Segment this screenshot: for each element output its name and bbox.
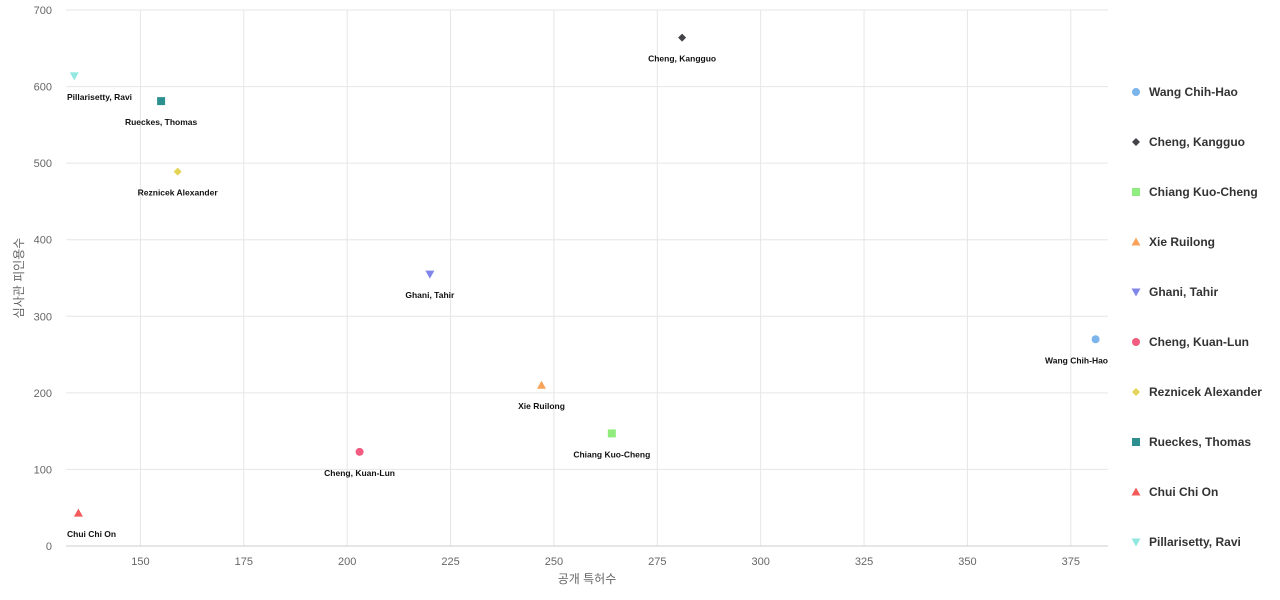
legend-label-reznicek-alexander: Reznicek Alexander: [1149, 385, 1262, 399]
legend-label-cheng-kangguo: Cheng, Kangguo: [1149, 135, 1245, 149]
x-tick-label: 350: [958, 556, 976, 568]
grid: [66, 9, 1108, 546]
point-cheng-kangguo: [678, 33, 687, 42]
legend-marker-reznicek-alexander: [1132, 388, 1140, 396]
legend-item-wang-chih-hao[interactable]: Wang Chih-Hao: [1132, 85, 1238, 99]
y-tick-label: 200: [34, 388, 52, 400]
legend-label-xie-ruilong: Xie Ruilong: [1149, 235, 1215, 249]
point-label-xie-ruilong: Xie Ruilong: [518, 401, 565, 411]
legend-item-ghani-tahir[interactable]: Ghani, Tahir: [1131, 285, 1219, 299]
point-label-chiang-kuo-cheng: Chiang Kuo-Cheng: [573, 449, 650, 459]
x-tick-label: 250: [545, 556, 563, 568]
point-xie-ruilong: [537, 380, 547, 389]
legend-item-reznicek-alexander[interactable]: Reznicek Alexander: [1132, 385, 1262, 399]
point-label-cheng-kangguo: Cheng, Kangguo: [648, 54, 716, 64]
point-pillarisetty-ravi: [69, 72, 79, 81]
legend-marker-pillarisetty-ravi: [1131, 538, 1141, 547]
point-rueckes-thomas: [157, 97, 166, 106]
y-tick-label: 600: [34, 82, 52, 94]
legend-marker-cheng-kuan-lun: [1132, 338, 1140, 346]
y-axis-ticks: 0 100 200 300 400 500 600 700: [34, 5, 52, 553]
legend-item-chiang-kuo-cheng[interactable]: Chiang Kuo-Cheng: [1132, 185, 1258, 199]
point-reznicek-alexander: [173, 167, 182, 176]
legend-marker-rueckes-thomas: [1132, 438, 1140, 446]
legend-marker-ghani-tahir: [1131, 288, 1141, 297]
legend-item-pillarisetty-ravi[interactable]: Pillarisetty, Ravi: [1131, 535, 1241, 549]
legend-item-cheng-kuan-lun[interactable]: Cheng, Kuan-Lun: [1132, 335, 1249, 349]
legend-label-wang-chih-hao: Wang Chih-Hao: [1149, 85, 1238, 99]
legend-item-chui-chi-on[interactable]: Chui Chi On: [1131, 485, 1219, 499]
legend-item-cheng-kangguo[interactable]: Cheng, Kangguo: [1132, 135, 1245, 149]
point-label-reznicek-alexander: Reznicek Alexander: [138, 188, 219, 198]
x-tick-label: 375: [1062, 556, 1080, 568]
legend-label-chiang-kuo-cheng: Chiang Kuo-Cheng: [1149, 185, 1258, 199]
legend-marker-xie-ruilong: [1131, 237, 1141, 246]
legend-item-xie-ruilong[interactable]: Xie Ruilong: [1131, 235, 1216, 249]
legend-label-cheng-kuan-lun: Cheng, Kuan-Lun: [1149, 335, 1249, 349]
y-tick-label: 0: [46, 541, 52, 553]
legend-label-pillarisetty-ravi: Pillarisetty, Ravi: [1149, 535, 1241, 549]
point-chiang-kuo-cheng: [607, 429, 616, 438]
legend-marker-chui-chi-on: [1131, 487, 1141, 496]
point-label-cheng-kuan-lun: Cheng, Kuan-Lun: [324, 468, 395, 478]
x-tick-label: 150: [131, 556, 149, 568]
legend-marker-cheng-kangguo: [1132, 138, 1140, 146]
point-ghani-tahir: [425, 270, 435, 279]
x-tick-label: 175: [235, 556, 253, 568]
y-tick-label: 300: [34, 311, 52, 323]
point-labels: Wang Chih-Hao Cheng, Kangguo Chiang Kuo-Ch…: [67, 54, 1108, 540]
x-axis-ticks: 150 175 200 225 250 275 300 325 350 375: [131, 556, 1080, 568]
legend-item-rueckes-thomas[interactable]: Rueckes, Thomas: [1132, 435, 1251, 449]
point-chui-chi-on: [73, 508, 83, 517]
legend-label-rueckes-thomas: Rueckes, Thomas: [1149, 435, 1251, 449]
point-cheng-kuan-lun: [355, 447, 364, 456]
x-tick-label: 225: [441, 556, 459, 568]
x-axis-title: 공개 특허수: [558, 572, 617, 586]
x-tick-label: 325: [855, 556, 873, 568]
point-label-wang-chih-hao: Wang Chih-Hao: [1045, 355, 1108, 365]
point-label-chui-chi-on: Chui Chi On: [67, 529, 116, 539]
point-wang-chih-hao: [1091, 335, 1100, 344]
legend-marker-wang-chih-hao: [1132, 88, 1140, 96]
point-label-pillarisetty-ravi: Pillarisetty, Ravi: [67, 92, 132, 102]
y-tick-label: 400: [34, 235, 52, 247]
data-points: [69, 33, 1100, 517]
y-tick-label: 500: [34, 158, 52, 170]
y-axis-title: 심사관 피인용수: [12, 238, 26, 319]
x-tick-label: 200: [338, 556, 356, 568]
point-label-rueckes-thomas: Rueckes, Thomas: [125, 117, 198, 127]
x-tick-label: 300: [751, 556, 769, 568]
legend-marker-chiang-kuo-cheng: [1132, 188, 1140, 196]
legend: Wang Chih-Hao Cheng, Kangguo Chiang Kuo-Ch…: [1131, 85, 1262, 549]
legend-label-ghani-tahir: Ghani, Tahir: [1149, 285, 1218, 299]
point-label-ghani-tahir: Ghani, Tahir: [405, 290, 455, 300]
x-tick-label: 275: [648, 556, 666, 568]
legend-label-chui-chi-on: Chui Chi On: [1149, 485, 1218, 499]
y-tick-label: 100: [34, 464, 52, 476]
y-tick-label: 700: [34, 5, 52, 17]
